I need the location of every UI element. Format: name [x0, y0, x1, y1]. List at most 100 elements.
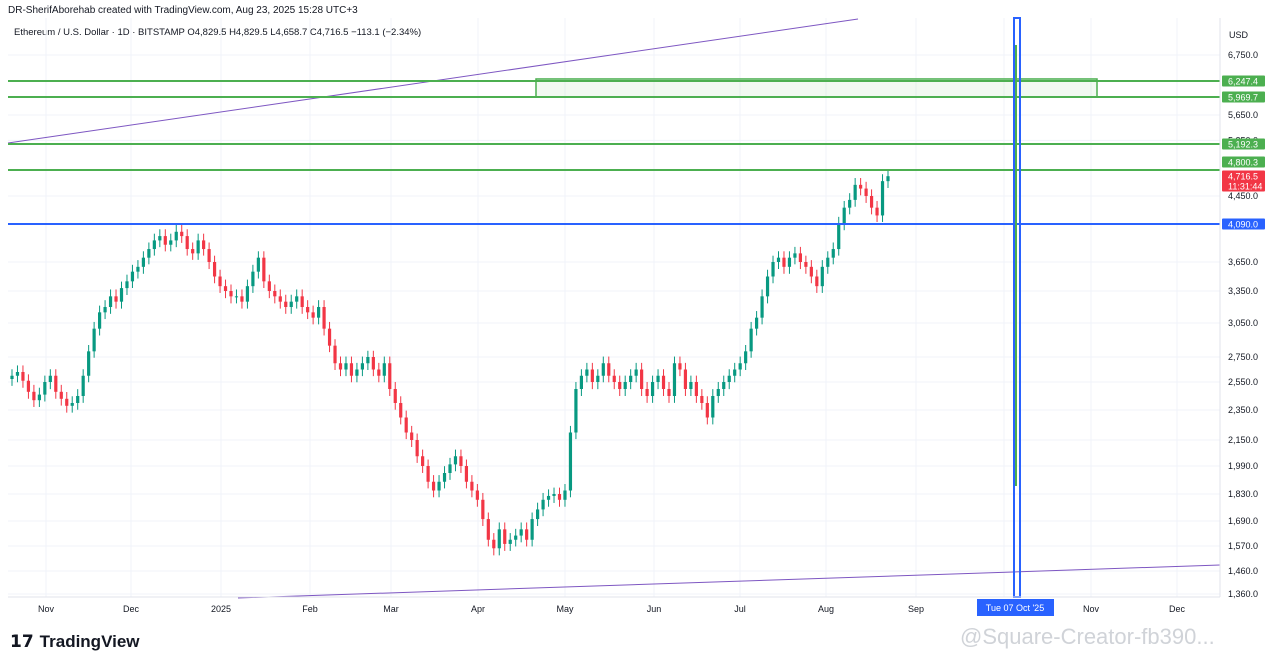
candle-body	[98, 312, 102, 329]
x-tick-label: Sep	[908, 604, 924, 614]
price-label: 5,969.7	[1228, 93, 1258, 103]
candle-body	[727, 375, 731, 382]
candle-body	[508, 539, 512, 544]
candle-body	[536, 509, 540, 520]
candle-body	[497, 529, 501, 549]
candles	[10, 169, 890, 556]
candle-body	[650, 382, 655, 396]
candle-body	[859, 184, 863, 189]
y-tick-label: 5,650.0	[1228, 110, 1258, 120]
candle-body	[218, 276, 222, 287]
candle-body	[837, 223, 841, 250]
candle-body	[327, 328, 332, 346]
candle-body	[590, 369, 594, 382]
candle-body	[54, 375, 58, 392]
brand-name: TradingView	[39, 632, 140, 651]
candle-body	[21, 372, 25, 381]
y-tick-label: 2,350.0	[1228, 405, 1258, 415]
candle-body	[804, 262, 808, 267]
price-label: 6,247.4	[1228, 77, 1258, 87]
candle-body	[596, 375, 600, 382]
y-tick-label: 4,450.0	[1228, 191, 1258, 201]
candle-body	[875, 207, 879, 216]
price-label-bg	[1222, 180, 1265, 192]
candle-body	[826, 257, 830, 267]
x-tick-label: Aug	[818, 604, 834, 614]
candle-body	[765, 276, 770, 297]
candle-body	[333, 345, 337, 364]
candle-body	[147, 249, 151, 258]
candle-body	[317, 307, 321, 318]
candle-body	[32, 391, 36, 401]
candle-body	[749, 328, 753, 352]
candle-body	[191, 249, 195, 254]
candle-body	[48, 375, 52, 382]
candle-body	[108, 296, 113, 307]
ohlc-values: O4,829.5 H4,829.5 L4,658.7 C4,716.5 −113…	[187, 27, 422, 38]
candle-body	[349, 363, 354, 376]
candle-body	[683, 369, 688, 389]
candle-body	[202, 240, 206, 250]
candle-body	[300, 296, 304, 307]
candle-body	[415, 440, 419, 457]
candle-body	[174, 231, 178, 241]
candle-body	[618, 382, 622, 389]
candle-body	[541, 499, 545, 510]
y-tick-label: 1,570.0	[1228, 541, 1258, 551]
candle-body	[251, 271, 255, 287]
candle-body	[782, 257, 786, 267]
price-label-bg	[1222, 75, 1265, 87]
candle-body	[311, 312, 315, 318]
candle-body	[377, 369, 381, 376]
candle-body	[629, 375, 633, 382]
candle-body	[136, 266, 140, 272]
x-tick-label: Dec	[123, 604, 140, 614]
candle-body	[793, 253, 797, 258]
candle-body	[546, 495, 551, 500]
candle-body	[130, 271, 135, 282]
candle-body	[306, 307, 310, 313]
x-tick-label: Dec	[1169, 604, 1186, 614]
y-tick-label: 2,750.0	[1228, 352, 1258, 362]
candle-body	[470, 481, 474, 491]
candle-body	[568, 432, 573, 491]
candle-body	[880, 181, 885, 216]
candle-body	[798, 253, 802, 262]
x-tick-label: 2025	[211, 604, 231, 614]
candle-body	[404, 417, 408, 433]
candle-body	[76, 396, 80, 403]
price-label-bg	[1222, 138, 1265, 150]
candle-body	[667, 389, 671, 396]
watermark: @Square-Creator-fb390...	[960, 624, 1215, 649]
candle-body	[421, 456, 425, 466]
tradingview-logo: 𝟭𝟳 TradingView	[10, 632, 140, 652]
candle-body	[103, 307, 107, 313]
symbol-legend: Ethereum / U.S. Dollar · 1D · BITSTAMP O…	[14, 27, 421, 38]
price-label-bg	[1222, 91, 1265, 103]
candle-body	[672, 363, 677, 396]
candle-body	[278, 296, 282, 302]
candle-body	[393, 389, 397, 403]
candle-body	[245, 286, 250, 302]
candle-body	[371, 357, 375, 370]
candle-body	[574, 389, 578, 433]
drawings: Tue 07 Oct '25	[7, 17, 1221, 616]
candle-body	[492, 539, 496, 549]
y-tick-label: 1,990.0	[1228, 461, 1258, 471]
x-tick-label: Apr	[471, 604, 485, 614]
candle-body	[700, 396, 704, 403]
candle-body	[180, 231, 184, 237]
grid	[8, 18, 1220, 597]
x-tick-label: Feb	[302, 604, 318, 614]
x-tick-label: Nov	[38, 604, 55, 614]
candle-body	[273, 291, 277, 297]
candle-body	[716, 389, 720, 396]
candle-body	[70, 403, 74, 406]
candle-body	[552, 494, 556, 496]
candle-body	[464, 466, 469, 482]
price-label-bg	[1222, 170, 1265, 182]
candle-body	[585, 369, 589, 376]
tv-logo-icon: 𝟭𝟳	[10, 632, 34, 651]
candle-body	[388, 363, 392, 389]
